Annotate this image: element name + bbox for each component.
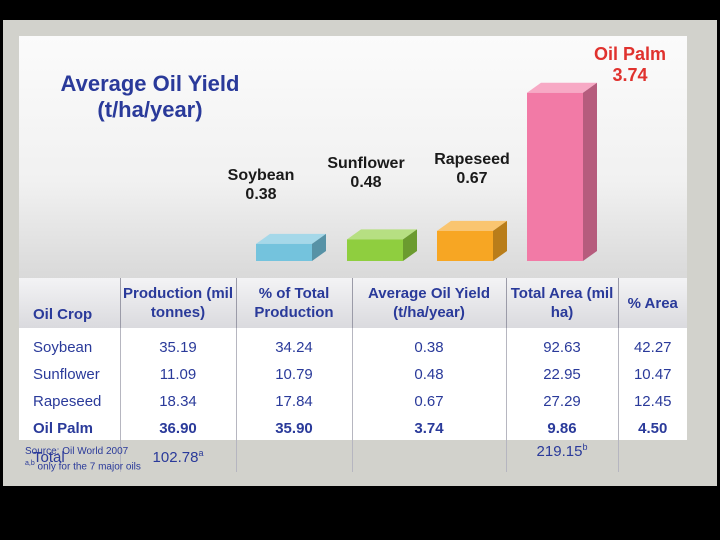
cell-yield: 0.67: [352, 388, 507, 415]
table-row: Sunflower 11.09 10.79 0.48 22.95 10.47: [19, 361, 687, 388]
chart-area: Average Oil Yield (t/ha/year) Soybean 0.…: [19, 36, 687, 278]
bar-rapeseed: [437, 220, 507, 261]
cell-crop: Sunflower: [19, 361, 121, 388]
bar-category-oil-palm: Oil Palm: [593, 44, 667, 64]
cell-percent-area: 12.45: [633, 393, 672, 410]
cell-empty: [236, 442, 353, 472]
cell-percent-area: 10.47: [633, 366, 672, 383]
total-production-value: 102.78: [152, 449, 199, 466]
cell-total-production: 102.78a: [120, 442, 237, 472]
table-row: Soybean 35.19 34.24 0.38 92.63 42.27: [19, 328, 687, 361]
header-total-area: Total Area (mil ha): [506, 278, 619, 328]
header-percent-production: % of Total Production: [236, 278, 353, 328]
cell-percent-area: 4.50: [638, 420, 668, 437]
cell-crop: Soybean: [19, 328, 121, 361]
source-note: Source: Oil World 2007: [25, 446, 129, 457]
total-area-value: 219.15: [536, 443, 583, 460]
content-panel: Average Oil Yield (t/ha/year) Soybean 0.…: [19, 36, 687, 472]
cell-percent-production: 34.24: [236, 328, 353, 361]
cell-total-area: 219.15b: [506, 442, 619, 472]
bar-label-rapeseed: Rapeseed 0.67: [419, 150, 525, 188]
bar-value-soybean: 0.38: [245, 186, 277, 203]
cell-yield: 3.74: [352, 415, 507, 442]
footnote-mark-b: b: [582, 442, 588, 452]
table-total-row: Total 102.78a 219.15b: [19, 442, 687, 472]
cell-percent-production: 17.84: [236, 388, 353, 415]
cell-production: 35.19: [120, 328, 237, 361]
bar-category-rapeseed: Rapeseed: [434, 151, 510, 168]
cell-percent-production: 10.79: [236, 361, 353, 388]
cell-yield: 0.38: [352, 328, 507, 361]
footnote-marks: a,b: [25, 460, 35, 467]
bar-value-sunflower: 0.48: [350, 174, 382, 191]
cell-area: 9.86: [506, 415, 619, 442]
bar-category-sunflower: Sunflower: [327, 155, 405, 172]
header-production: Production (mil tonnes): [120, 278, 237, 328]
cell-empty: [618, 442, 687, 472]
bar-oil-palm: [527, 82, 597, 261]
cell-production: 18.34: [120, 388, 237, 415]
header-oil-crop: Oil Crop: [19, 278, 121, 328]
cell-area: 27.29: [506, 388, 619, 415]
footnote-text: only for the 7 major oils: [34, 461, 141, 473]
cell-production: 36.90: [120, 415, 237, 442]
bar-chart: [256, 82, 597, 261]
bar-soybean: [256, 233, 326, 261]
cell-empty: [352, 442, 507, 472]
chart-subtitle: (t/ha/year): [97, 97, 203, 122]
footnote: a,b only for the 7 major oils: [25, 460, 141, 472]
cell-crop: Oil Palm: [19, 415, 121, 442]
table-row: Rapeseed 18.34 17.84 0.67 27.29 12.45: [19, 388, 687, 415]
header-percent-area: % Area: [618, 278, 687, 328]
chart-title: Average Oil Yield: [60, 71, 240, 96]
bar-category-soybean: Soybean: [227, 167, 295, 184]
bar-value-oil-palm: 3.74: [612, 65, 648, 85]
cell-percent-area: 42.27: [633, 339, 672, 356]
bar-label-oil-palm: Oil Palm 3.74: [575, 44, 685, 86]
header-average-yield: Average Oil Yield (t/ha/year): [352, 278, 507, 328]
cell-production: 11.09: [120, 361, 237, 388]
cell-total-label: Total: [19, 442, 121, 472]
bar-label-sunflower: Sunflower 0.48: [311, 154, 421, 192]
table-header-row: Oil Crop Production (mil tonnes) % of To…: [19, 278, 687, 328]
footnote-mark-a: a: [198, 448, 204, 458]
cell-area: 92.63: [506, 328, 619, 361]
cell-yield: 0.48: [352, 361, 507, 388]
bar-value-rapeseed: 0.67: [456, 170, 488, 187]
slide-background: Average Oil Yield (t/ha/year) Soybean 0.…: [3, 20, 717, 486]
bar-label-soybean: Soybean 0.38: [211, 166, 311, 204]
oil-crop-table: Oil Crop Production (mil tonnes) % of To…: [19, 278, 687, 472]
bar-sunflower: [347, 229, 417, 261]
cell-crop: Rapeseed: [19, 388, 121, 415]
cell-area: 22.95: [506, 361, 619, 388]
table-row-highlight: Oil Palm 36.90 35.90 3.74 9.86 4.50: [19, 415, 687, 442]
cell-percent-production: 35.90: [236, 415, 353, 442]
